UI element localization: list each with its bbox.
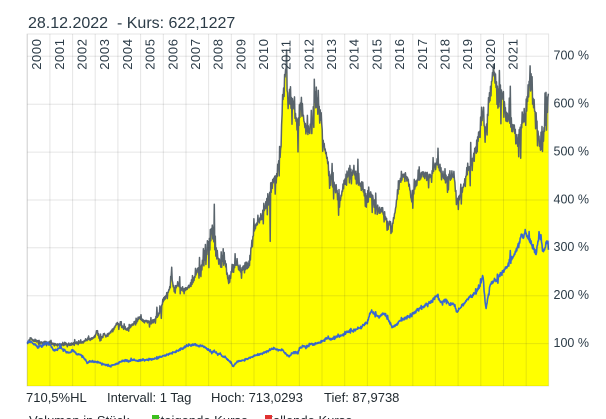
- svg-text:2001: 2001: [52, 38, 67, 69]
- svg-text:2018: 2018: [437, 38, 452, 69]
- svg-text:2007: 2007: [188, 38, 203, 69]
- svg-text:2010: 2010: [256, 38, 271, 69]
- svg-text:2012: 2012: [301, 38, 316, 69]
- svg-text:2006: 2006: [165, 38, 180, 69]
- svg-text:2013: 2013: [324, 38, 339, 69]
- svg-text:400 %: 400 %: [554, 192, 589, 206]
- svg-text:2003: 2003: [97, 38, 112, 69]
- svg-text:2005: 2005: [143, 38, 158, 69]
- svg-text:2004: 2004: [120, 38, 135, 69]
- svg-text:2015: 2015: [369, 38, 384, 69]
- svg-text:600 %: 600 %: [554, 97, 589, 111]
- svg-text:2000: 2000: [29, 38, 44, 69]
- svg-text:2014: 2014: [347, 38, 362, 69]
- svg-text:2019: 2019: [460, 38, 475, 69]
- svg-text:2017: 2017: [415, 38, 430, 69]
- svg-text:2020: 2020: [483, 38, 498, 69]
- svg-text:200 %: 200 %: [554, 288, 589, 302]
- svg-text:500 %: 500 %: [554, 145, 589, 159]
- svg-text:300 %: 300 %: [554, 240, 589, 254]
- svg-text:100 %: 100 %: [554, 336, 589, 350]
- svg-text:2009: 2009: [233, 38, 248, 69]
- svg-text:700 %: 700 %: [554, 49, 589, 63]
- svg-text:2021: 2021: [506, 38, 521, 69]
- svg-text:2008: 2008: [211, 38, 226, 69]
- svg-text:2002: 2002: [75, 38, 90, 69]
- svg-text:2011: 2011: [279, 39, 294, 69]
- svg-text:2016: 2016: [392, 38, 407, 69]
